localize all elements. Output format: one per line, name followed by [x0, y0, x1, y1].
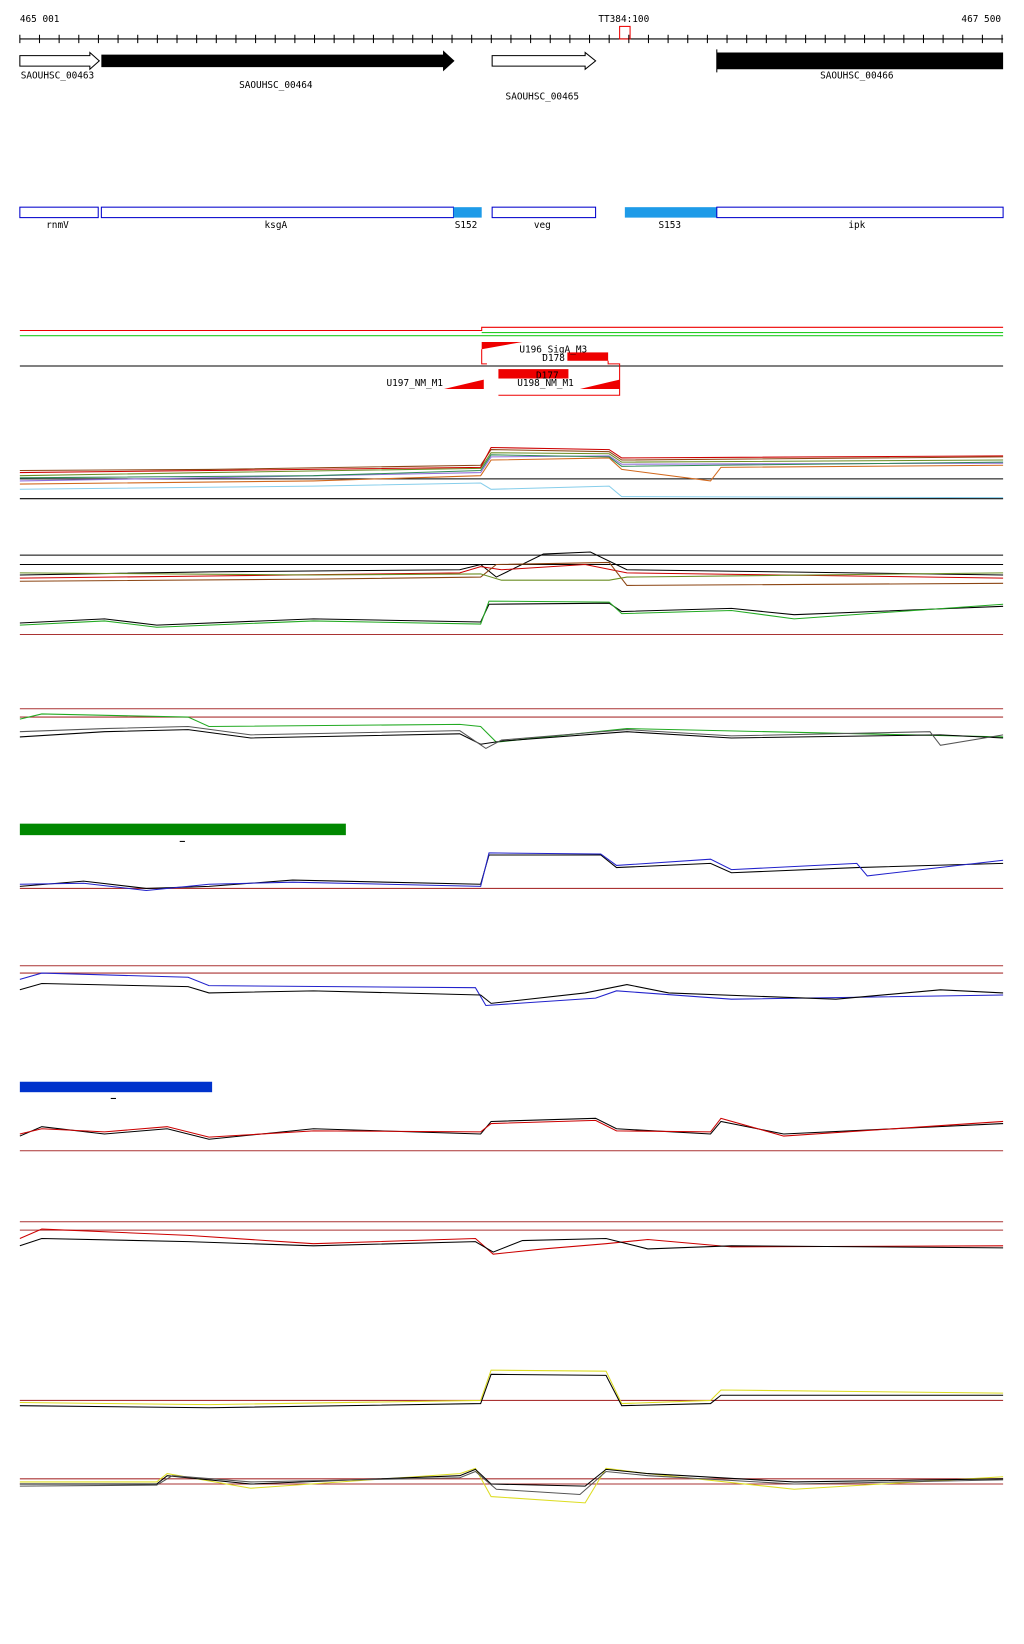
gene-arrow — [19, 51, 101, 71]
gene-arrow — [101, 50, 455, 72]
annotation-box — [491, 206, 597, 219]
feature-label: D177 — [536, 371, 559, 382]
annotation-label: ipk — [848, 220, 865, 231]
annotation-label: rnmV — [46, 220, 69, 231]
annotation-box — [100, 206, 455, 219]
trace — [19, 454, 1004, 479]
annotation-box — [19, 206, 99, 219]
trace — [19, 713, 1004, 743]
feature — [579, 379, 620, 389]
feature — [444, 379, 484, 389]
gene-track: SAOUHSC_00463 SAOUHSC_00464 SAOUHSC_0046… — [19, 49, 1004, 103]
annotation-track: rnmV ksgA S152 veg S153 ipk — [19, 206, 1004, 231]
gene-label: SAOUHSC_00465 — [506, 92, 580, 103]
gene-label: SAOUHSC_00466 — [820, 71, 894, 82]
ruler-marker: TT384:100 — [598, 14, 649, 25]
trace — [19, 729, 1004, 745]
feature-bracket — [481, 349, 487, 365]
gene-label: SAOUHSC_00464 — [239, 80, 313, 91]
trace — [19, 561, 1004, 586]
gene-arrow — [716, 52, 1004, 70]
gene-label: SAOUHSC_00463 — [21, 71, 95, 82]
trace — [19, 452, 1004, 477]
annotation-label: ksgA — [265, 220, 288, 231]
trace-panel — [19, 965, 1004, 1007]
trace — [19, 446, 1004, 474]
annotation-box — [624, 207, 717, 218]
marker-box — [619, 25, 631, 40]
scale-bar — [19, 1081, 213, 1093]
trace — [19, 602, 1004, 626]
trace-panel — [19, 1369, 1004, 1409]
feature-label: U197_NM_M1 — [386, 378, 443, 389]
trace — [19, 449, 1004, 472]
feature-label: U198_NM_M1 — [517, 378, 574, 389]
ruler-start: 465 001 — [20, 14, 60, 25]
feature-bracket — [498, 360, 621, 396]
trace — [19, 1117, 1004, 1140]
trace — [19, 725, 1004, 750]
trace — [19, 551, 1004, 578]
trace — [19, 852, 1004, 892]
ruler-end: 467 500 — [961, 14, 1001, 25]
feature — [567, 352, 609, 361]
trace-panel — [19, 708, 1004, 750]
feature — [498, 369, 569, 379]
trace — [19, 482, 1004, 499]
trace — [19, 572, 1004, 581]
annotation-label: S153 — [658, 220, 681, 231]
trace — [19, 600, 1004, 628]
trace — [19, 1228, 1004, 1255]
trace — [19, 457, 1004, 485]
trace — [19, 1237, 1004, 1253]
trace-panel — [19, 823, 1004, 892]
gene-arrow — [491, 51, 597, 71]
trace — [19, 1373, 1004, 1409]
annotation-label: veg — [534, 220, 551, 231]
trace — [19, 983, 1004, 1004]
trace — [19, 455, 1004, 482]
trace — [19, 563, 1004, 579]
feature — [481, 341, 523, 350]
trace-panel — [19, 1081, 1004, 1152]
trace-panel — [19, 1221, 1004, 1255]
trace-panel — [19, 551, 1004, 636]
feature-label: D178 — [542, 353, 565, 364]
trace — [19, 1369, 1004, 1406]
annotation-box — [453, 207, 482, 218]
trace — [19, 972, 1004, 1007]
feature-track: U196_SigA_M3 D178 D177 U197_NM_M1 U198_N… — [19, 326, 1004, 396]
trace — [19, 1468, 1004, 1487]
track-line — [19, 326, 1004, 331]
annotation-box — [716, 206, 1004, 219]
ruler: 465 001 467 500 TT384:100 — [19, 14, 1004, 44]
annotation-label: S152 — [455, 220, 478, 231]
trace-panel — [19, 446, 1004, 500]
trace — [19, 1467, 1004, 1504]
trace-panel — [19, 1467, 1004, 1504]
feature-label: U196_SigA_M3 — [519, 344, 587, 355]
scale-bar — [19, 823, 346, 836]
trace — [19, 854, 1004, 889]
trace — [19, 1470, 1004, 1496]
trace — [19, 1117, 1004, 1138]
